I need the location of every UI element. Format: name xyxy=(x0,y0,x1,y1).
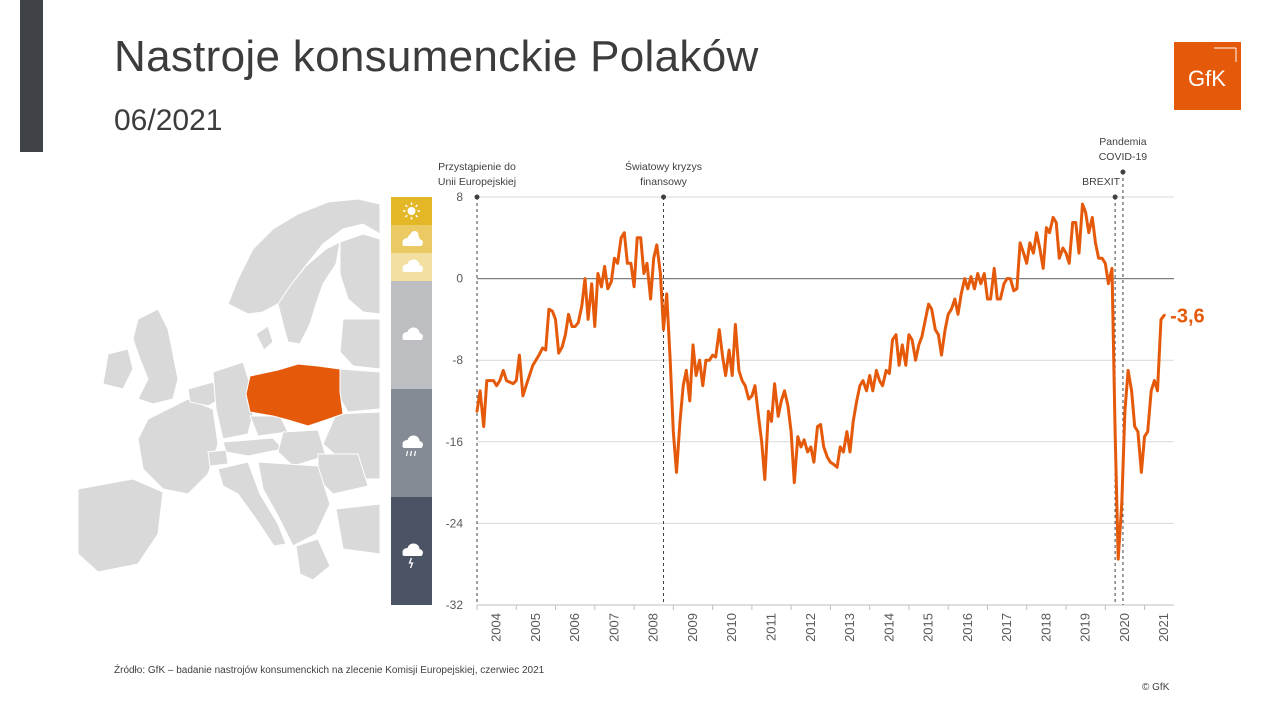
y-tick-label: -16 xyxy=(446,435,464,449)
annotation-label: Przystąpienie do xyxy=(438,161,516,173)
cloud-icon xyxy=(402,327,423,340)
x-tick-label: 2007 xyxy=(606,613,621,642)
map-benelux xyxy=(187,381,221,407)
annotation-label: Unii Europejskiej xyxy=(438,176,516,188)
page-subtitle: 06/2021 xyxy=(114,104,223,137)
x-tick-label: 2014 xyxy=(881,613,896,642)
copyright: © GfK xyxy=(1142,682,1170,693)
map-denmark xyxy=(255,325,274,351)
x-tick-label: 2008 xyxy=(646,613,661,642)
map-ireland xyxy=(102,348,134,390)
gfk-logo: GfK xyxy=(1174,42,1241,110)
x-tick-label: 2010 xyxy=(724,613,739,642)
event-annotations: Przystąpienie do Unii Europejskiej Światow… xyxy=(438,136,1147,605)
x-tick-label: 2019 xyxy=(1078,613,1093,642)
gridlines xyxy=(477,196,1174,606)
x-tick-label: 2013 xyxy=(842,613,857,642)
x-tick-label: 2020 xyxy=(1117,613,1132,642)
y-tick-label: 0 xyxy=(456,272,463,286)
final-value-label: -3,6 xyxy=(1170,305,1204,327)
map-norway xyxy=(227,198,381,315)
annotation-label: finansowy xyxy=(640,176,687,188)
y-tick-label: -24 xyxy=(446,516,464,530)
map-baltics xyxy=(339,318,381,370)
annotation-marker xyxy=(1112,194,1118,200)
x-axis-labels: 2004 2005 2006 2007 2008 2009 2010 2011 2012 2013… xyxy=(476,605,1171,642)
mood-scale xyxy=(391,197,432,605)
x-tick-label: 2005 xyxy=(528,613,543,642)
x-tick-label: 2017 xyxy=(999,613,1014,642)
x-tick-label: 2018 xyxy=(1038,613,1053,642)
x-tick-label: 2006 xyxy=(567,613,582,642)
x-tick-label: 2011 xyxy=(764,613,779,641)
annotation-label: COVID-19 xyxy=(1099,151,1148,163)
y-tick-label: 8 xyxy=(456,190,463,204)
x-tick-label: 2015 xyxy=(921,613,936,642)
map-iberia xyxy=(77,478,164,573)
annotation-label: Pandemia xyxy=(1099,136,1146,148)
sentiment-line xyxy=(475,202,1166,561)
annotation-label: Światowy kryzys xyxy=(625,160,702,173)
cloud-light-icon xyxy=(402,259,423,272)
y-tick-label: -8 xyxy=(452,353,463,367)
y-tick-label: -32 xyxy=(446,598,464,612)
map-greece xyxy=(295,538,331,581)
left-accent-bar xyxy=(20,0,43,152)
map-finland xyxy=(339,233,381,315)
x-tick-label: 2012 xyxy=(803,613,818,642)
annotation-marker xyxy=(661,194,667,200)
x-tick-label: 2016 xyxy=(960,613,975,642)
y-axis-labels: 8 0 -8 -16 -24 -32 xyxy=(446,190,464,612)
x-tick-label: 2009 xyxy=(685,613,700,642)
storm-cloud-icon xyxy=(402,543,423,569)
sun-icon xyxy=(403,202,420,220)
source-note: Źródło: GfK – badanie nastrojów konsumen… xyxy=(114,665,545,676)
x-tick-label: 2021 xyxy=(1156,613,1171,642)
annotation-label: BREXIT xyxy=(1082,176,1121,188)
map-switzerland xyxy=(207,449,229,467)
page-title: Nastroje konsumenckie Polaków xyxy=(114,32,759,81)
x-tick-label: 2004 xyxy=(489,613,504,642)
annotation-marker xyxy=(1120,169,1126,175)
map-germany xyxy=(212,361,254,440)
sun-cloud-icon xyxy=(402,231,423,246)
logo-text: GfK xyxy=(1188,66,1226,91)
rain-cloud-icon xyxy=(402,435,423,457)
map-sweden xyxy=(277,241,341,345)
map-hungary-slovakia xyxy=(277,429,327,467)
map-poland xyxy=(245,363,344,427)
map-uk xyxy=(132,308,179,405)
annotation-marker xyxy=(474,194,480,200)
map-italy xyxy=(217,461,287,547)
map-balkans xyxy=(257,461,331,547)
europe-map xyxy=(77,194,381,581)
